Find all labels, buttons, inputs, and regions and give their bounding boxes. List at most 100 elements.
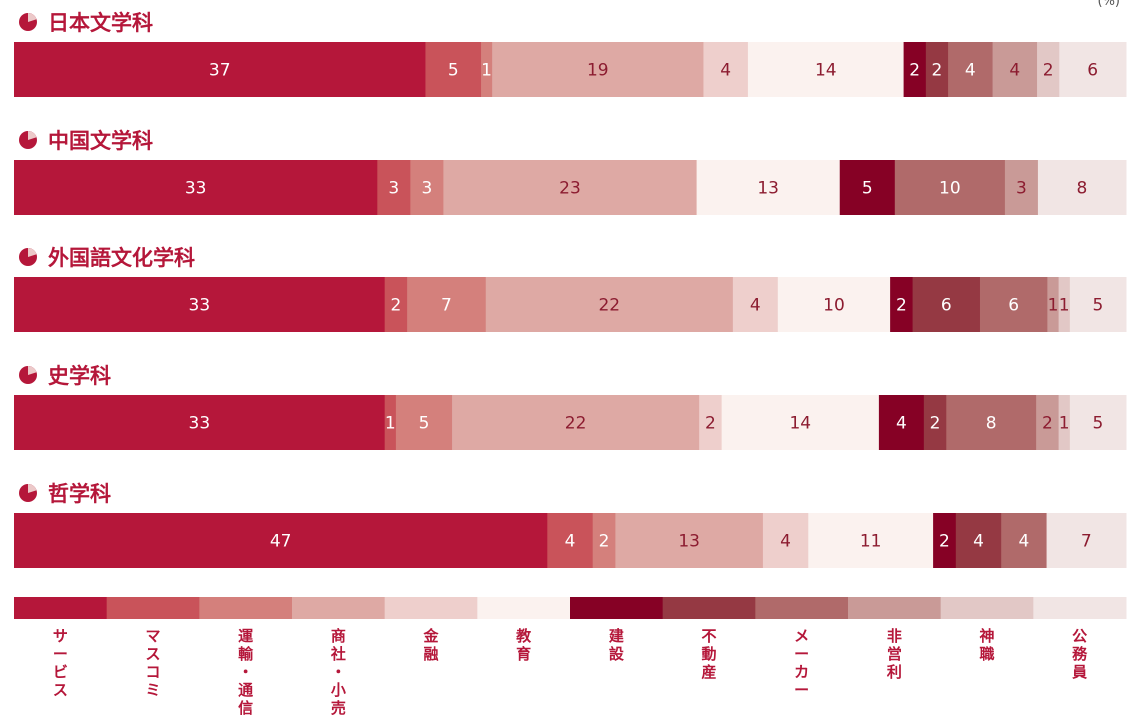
segment-value-label: 8 (986, 414, 997, 434)
bar-segment (923, 395, 947, 450)
legend-label-char: ミ (145, 681, 160, 699)
bar-segment (410, 160, 444, 215)
legend-swatch (477, 597, 571, 619)
bar-segment (894, 160, 1006, 215)
legend-label-char: 利 (887, 663, 902, 681)
bar-segment (878, 395, 925, 450)
legend-swatch (848, 597, 942, 619)
bar-segment (14, 513, 548, 568)
bar-segment (925, 42, 949, 97)
legend-swatch (570, 597, 664, 619)
segment-value-label: 19 (587, 61, 609, 81)
legend-label-char: 建 (609, 627, 625, 645)
segment-value-label: 4 (973, 532, 984, 552)
segment-value-label: 4 (896, 414, 907, 434)
bar-segment (1058, 395, 1071, 450)
segment-value-label: 1 (1059, 296, 1070, 316)
segment-value-label: 14 (789, 414, 811, 434)
bar-segment (732, 277, 779, 332)
legend-label-char: 営 (887, 645, 902, 663)
bar-segment (839, 160, 896, 215)
legend-label-char: ・ (238, 663, 253, 681)
segment-value-label: 7 (441, 296, 452, 316)
legend-label-char: メ (794, 627, 809, 645)
legend-swatch (384, 597, 478, 619)
legend-label-char: 産 (701, 663, 716, 681)
segment-value-label: 10 (939, 179, 961, 199)
bar-segment (777, 277, 891, 332)
legend-label-char: サ (53, 627, 68, 645)
segment-value-label: 2 (939, 532, 950, 552)
legend-label-char: コ (145, 663, 160, 681)
pie-icon-slice (28, 248, 37, 257)
bar-segment (384, 277, 408, 332)
bar-segment (377, 160, 411, 215)
segment-value-label: 2 (705, 414, 716, 434)
bar-segment (955, 513, 1002, 568)
bar-segment (1069, 277, 1127, 332)
legend-label-char: ー (794, 645, 809, 663)
legend-label-char: 教 (515, 627, 532, 645)
legend-label-char: 設 (609, 645, 625, 663)
legend-label-char: ー (794, 681, 809, 699)
bar-segment (615, 513, 764, 568)
legend-label-char: 務 (1072, 645, 1088, 663)
segment-value-label: 4 (1009, 61, 1020, 81)
bar-segment (1037, 160, 1127, 215)
bar-segment (933, 513, 957, 568)
segment-value-label: 6 (941, 296, 952, 316)
legend-label-char: 神 (979, 627, 994, 645)
bar-title: 外国語文化学科 (48, 246, 195, 270)
bar-group: 外国語文化学科 33 2 7 22 4 10 2 6 6 1 1 5 (14, 246, 1127, 332)
segment-value-label: 33 (189, 296, 211, 316)
segment-value-label: 37 (209, 61, 231, 81)
bar-title: 哲学科 (48, 482, 111, 506)
segment-value-label: 13 (757, 179, 779, 199)
legend-label-char: ス (53, 681, 68, 699)
bar-segment (1046, 513, 1127, 568)
segment-value-label: 5 (448, 61, 459, 81)
bar-segment (425, 42, 482, 97)
bar-segment (912, 277, 981, 332)
legend-label-char: 商 (331, 627, 346, 645)
bar-segment (14, 160, 378, 215)
legend-label-char: 融 (423, 645, 438, 663)
unit-label: (%) (1097, 0, 1121, 9)
legend-label-char: 員 (1071, 663, 1087, 681)
segment-value-label: 33 (185, 179, 207, 199)
segment-value-label: 4 (1018, 532, 1029, 552)
segment-value-label: 2 (909, 61, 920, 81)
bar-segment (592, 513, 616, 568)
segment-value-label: 1 (385, 414, 396, 434)
legend-label-char: 社 (330, 645, 346, 663)
legend-label-char: 公 (1072, 627, 1087, 645)
bar-segment (481, 42, 493, 97)
segment-value-label: 14 (815, 61, 837, 81)
segment-value-label: 3 (421, 179, 432, 199)
segment-value-label: 4 (720, 61, 731, 81)
bar-segment (903, 42, 927, 97)
bar-segment (979, 277, 1048, 332)
pie-icon-slice (28, 366, 37, 375)
segment-value-label: 4 (965, 61, 976, 81)
segment-value-label: 47 (270, 532, 292, 552)
bar-segment (395, 395, 453, 450)
bar-segment (808, 513, 934, 568)
bar-segment (14, 395, 386, 450)
bar-segment (1047, 277, 1060, 332)
legend-label-char: 信 (238, 699, 253, 717)
legend-swatch (940, 597, 1034, 619)
bar-segment (1001, 513, 1048, 568)
legend-label-char: 通 (238, 681, 253, 699)
bar-segment (699, 395, 723, 450)
segment-value-label: 2 (896, 296, 907, 316)
bar-title: 日本文学科 (48, 11, 153, 35)
legend-swatch (755, 597, 849, 619)
bar-segment (721, 395, 880, 450)
segment-value-label: 6 (1008, 296, 1019, 316)
segment-value-label: 4 (750, 296, 761, 316)
